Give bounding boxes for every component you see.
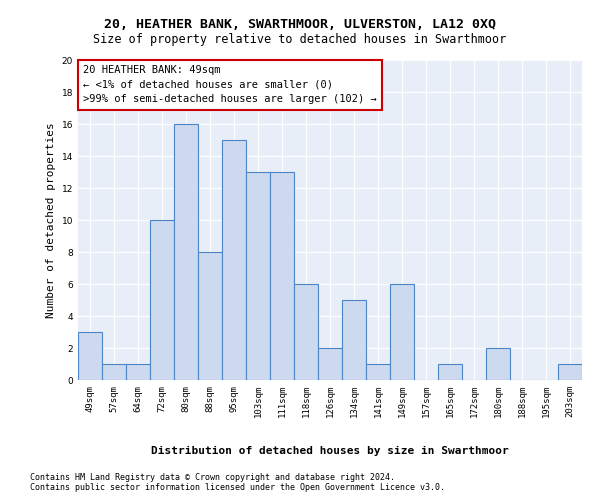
Text: Contains HM Land Registry data © Crown copyright and database right 2024.: Contains HM Land Registry data © Crown c…: [30, 472, 395, 482]
Bar: [318, 348, 342, 380]
Bar: [558, 364, 582, 380]
Text: Size of property relative to detached houses in Swarthmoor: Size of property relative to detached ho…: [94, 32, 506, 46]
Bar: [174, 124, 198, 380]
Y-axis label: Number of detached properties: Number of detached properties: [46, 122, 56, 318]
Bar: [438, 364, 462, 380]
Bar: [222, 140, 246, 380]
Bar: [150, 220, 174, 380]
Text: Contains public sector information licensed under the Open Government Licence v3: Contains public sector information licen…: [30, 484, 445, 492]
Bar: [246, 172, 270, 380]
Bar: [486, 348, 510, 380]
Bar: [102, 364, 126, 380]
Bar: [294, 284, 318, 380]
Text: 20, HEATHER BANK, SWARTHMOOR, ULVERSTON, LA12 0XQ: 20, HEATHER BANK, SWARTHMOOR, ULVERSTON,…: [104, 18, 496, 30]
Bar: [78, 332, 102, 380]
Bar: [198, 252, 222, 380]
Bar: [342, 300, 366, 380]
Text: Distribution of detached houses by size in Swarthmoor: Distribution of detached houses by size …: [151, 446, 509, 456]
Bar: [390, 284, 414, 380]
Bar: [126, 364, 150, 380]
Bar: [366, 364, 390, 380]
Bar: [270, 172, 294, 380]
Text: 20 HEATHER BANK: 49sqm
← <1% of detached houses are smaller (0)
>99% of semi-det: 20 HEATHER BANK: 49sqm ← <1% of detached…: [83, 65, 377, 104]
